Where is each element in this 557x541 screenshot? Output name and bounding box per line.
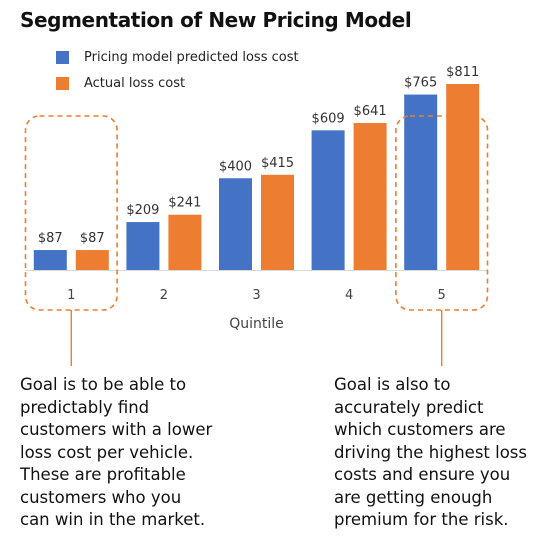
bar-actual-q2 <box>168 214 202 270</box>
tick-label-q2: 2 <box>160 288 168 303</box>
data-label-predicted-q5: $765 <box>404 76 437 91</box>
legend-label-predicted: Pricing model predicted loss cost <box>84 50 299 65</box>
bar-actual-q3 <box>261 174 294 270</box>
data-label-predicted-q3: $400 <box>219 159 252 174</box>
bar-predicted-q4 <box>311 130 345 270</box>
x-axis-label: Quintile <box>229 316 284 332</box>
bar-actual-q5 <box>446 84 480 270</box>
tick-label-q3: 3 <box>252 288 260 303</box>
data-label-predicted-q4: $609 <box>312 111 345 126</box>
chart-title: Segmentation of New Pricing Model <box>20 8 412 32</box>
tick-label-q5: 5 <box>438 288 446 303</box>
highlight-box-q5 <box>395 115 489 311</box>
data-label-actual-q1: $87 <box>80 231 105 246</box>
bar-actual-q4 <box>353 122 387 271</box>
tick-label-q1: 1 <box>67 288 75 303</box>
bar-actual-q1 <box>75 250 109 270</box>
data-label-actual-q4: $641 <box>354 104 387 119</box>
bar-predicted-q2 <box>126 222 160 270</box>
data-label-actual-q3: $415 <box>261 156 294 171</box>
bar-predicted-q1 <box>33 250 67 270</box>
highlight-box-q1 <box>24 115 118 311</box>
legend-swatch-actual <box>56 77 69 90</box>
legend-swatch-predicted <box>56 51 69 64</box>
annotation-left: Goal is to be able to predictably find c… <box>20 375 213 529</box>
annotation-right: Goal is also to accurately predict which… <box>334 375 527 529</box>
tick-label-q4: 4 <box>345 288 353 303</box>
data-label-predicted-q1: $87 <box>38 231 63 246</box>
data-label-actual-q5: $811 <box>446 65 479 80</box>
bar-predicted-q5 <box>404 94 438 270</box>
legend-label-actual: Actual loss cost <box>84 76 186 91</box>
data-label-actual-q2: $241 <box>168 196 201 211</box>
bar-predicted-q3 <box>219 178 252 270</box>
data-label-predicted-q2: $209 <box>126 203 159 218</box>
